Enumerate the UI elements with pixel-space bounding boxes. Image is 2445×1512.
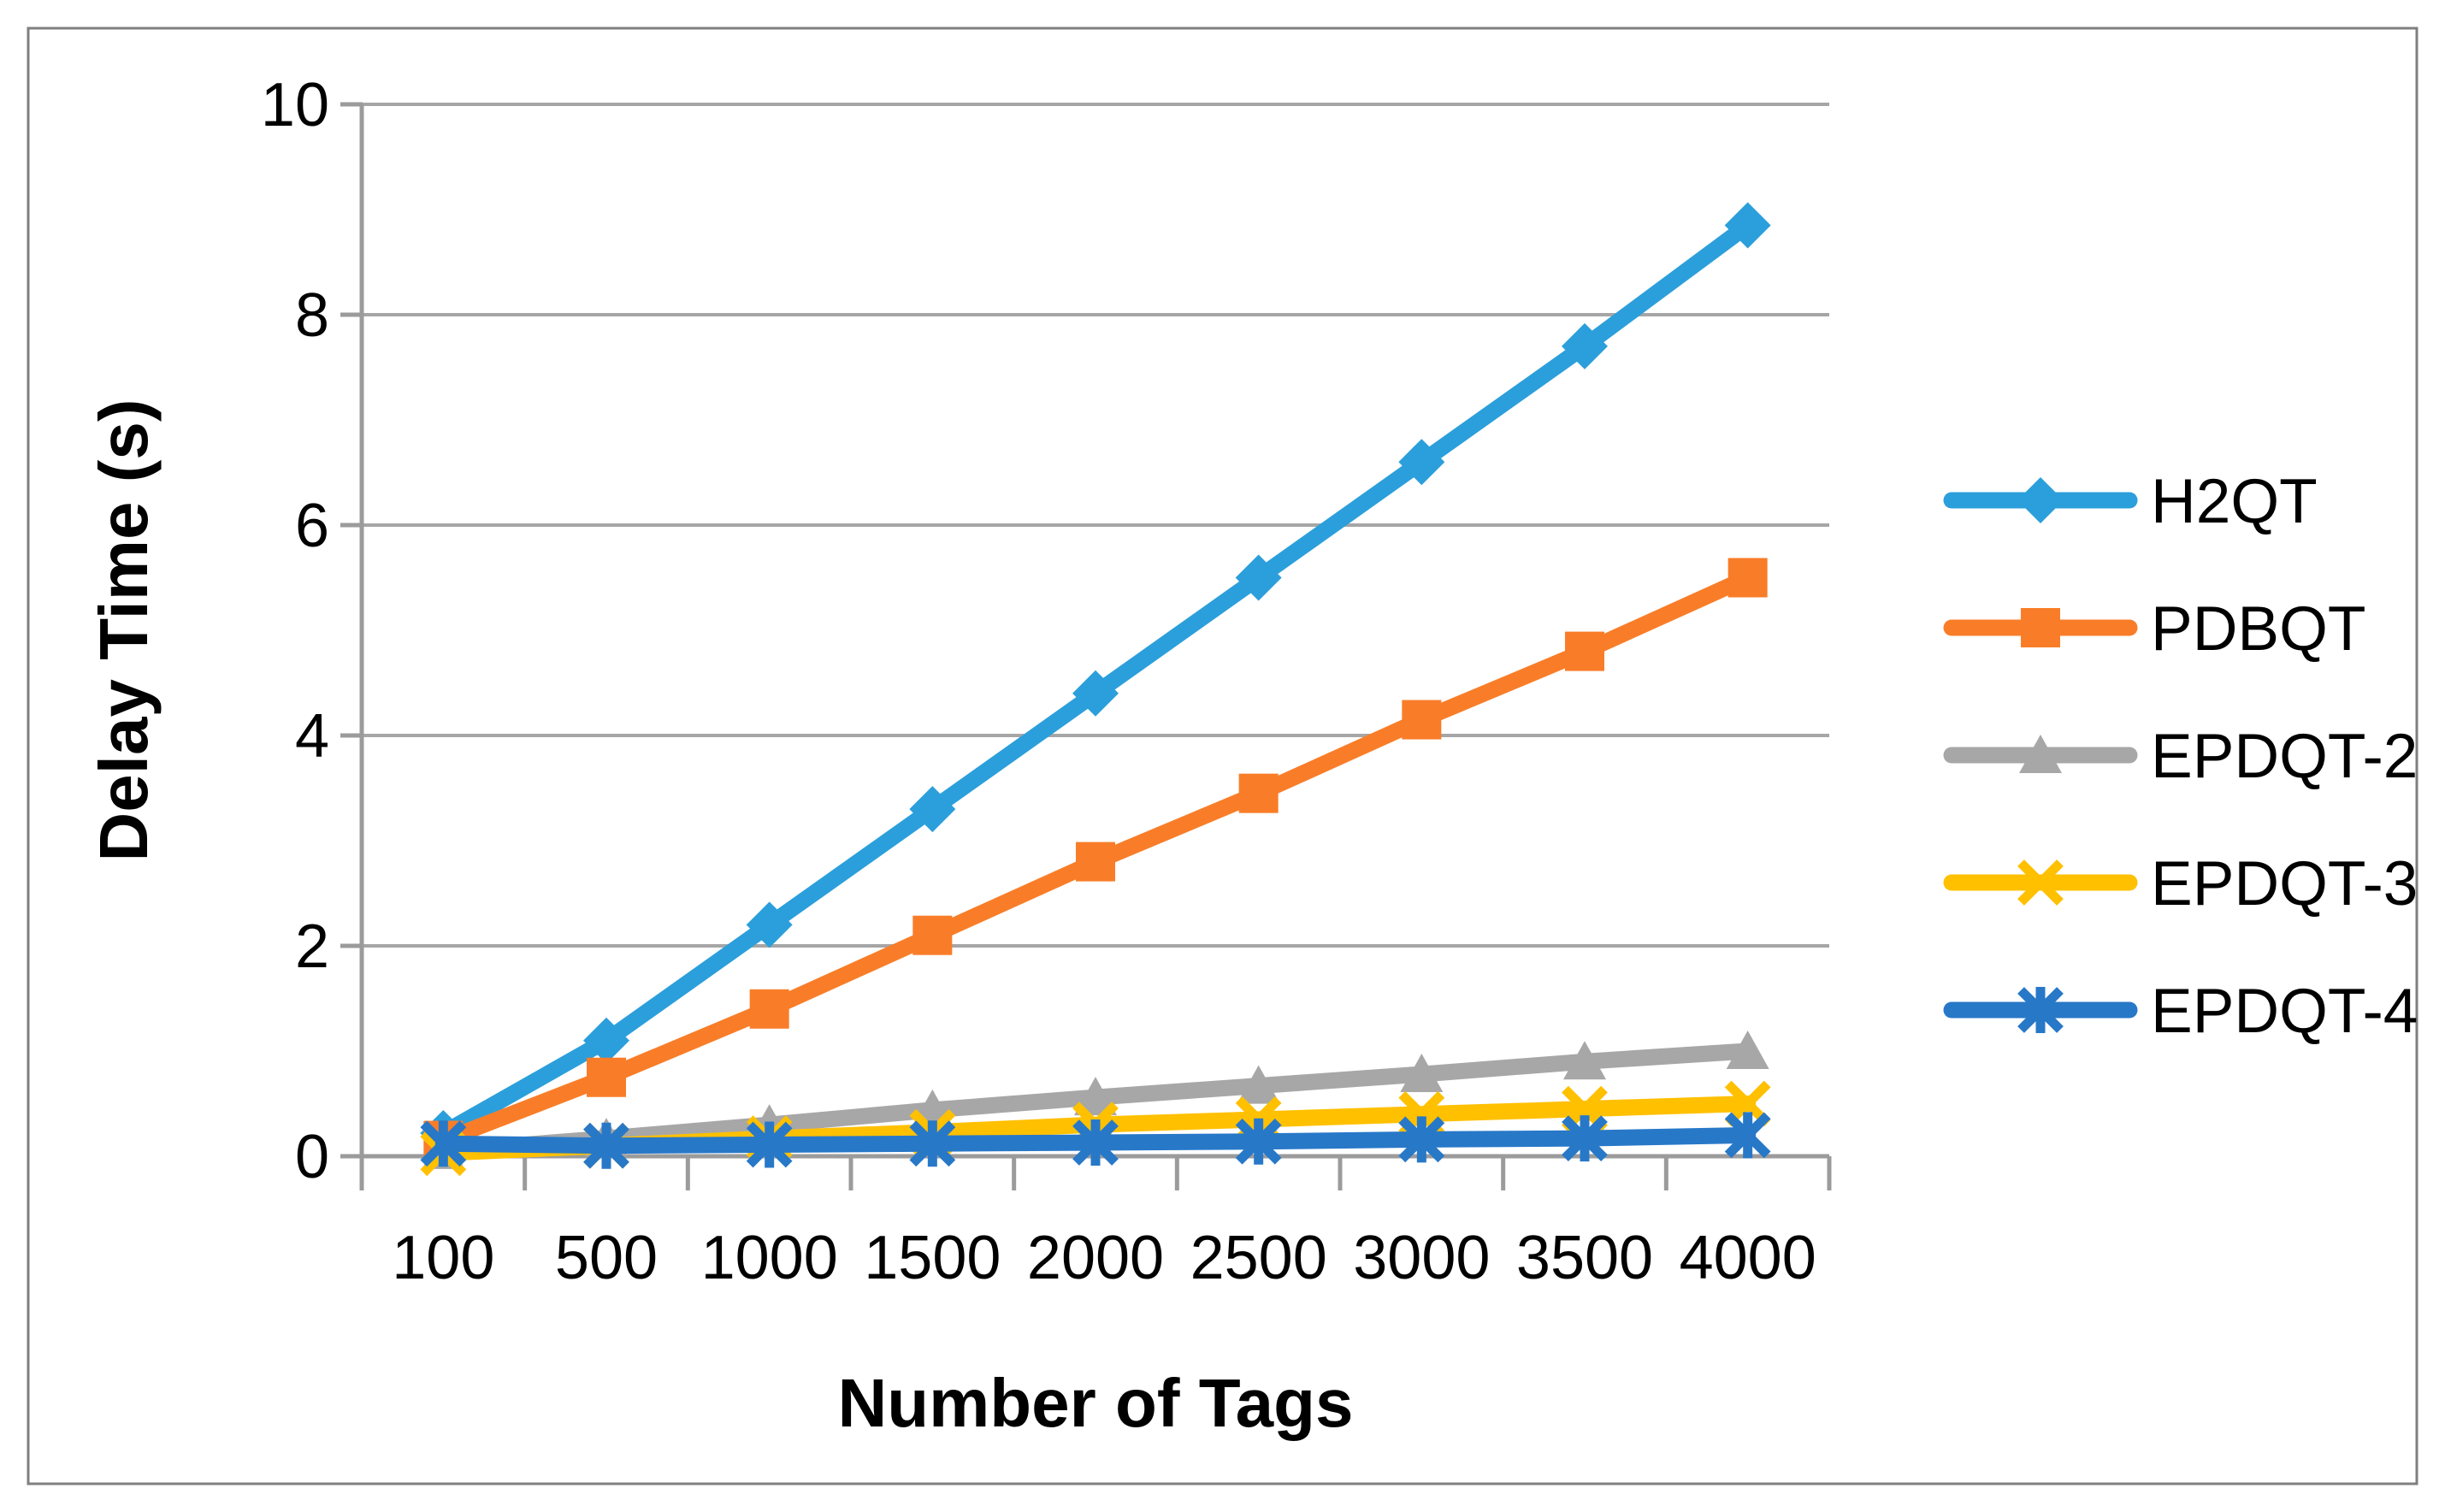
legend-item-epdqt-4: EPDQT-4 (1943, 977, 2418, 1046)
legend-label: EPDQT-3 (2151, 849, 2418, 918)
series-epdqt-4 (420, 1112, 1771, 1169)
diamond-marker (2017, 477, 2064, 523)
x-tick-label: 4000 (1680, 1224, 1816, 1292)
diamond-marker (1724, 202, 1771, 249)
asterisk-marker (2017, 987, 2064, 1033)
square-marker (2021, 608, 2060, 647)
x-tick-label: 2000 (1027, 1224, 1164, 1292)
x-tick-label: 3500 (1516, 1224, 1653, 1292)
triangle-marker (1237, 1065, 1280, 1104)
tick-labels: 0 2 4 6 8 10 100 500 1000 1500 2000 2500 3000 3500 400… (261, 71, 1816, 1292)
legend-item-h2qt: H2QT (1943, 467, 2318, 536)
asterisk-marker (420, 1120, 467, 1167)
y-tick-label: 0 (295, 1123, 329, 1191)
y-tick-label: 10 (261, 71, 329, 139)
triangle-marker (2019, 735, 2062, 773)
diamond-marker (1072, 670, 1119, 717)
y-tick-label: 2 (295, 913, 329, 981)
asterisk-marker (1398, 1116, 1445, 1163)
x-axis-title: Number of Tags (837, 1365, 1353, 1441)
legend-label: EPDQT-2 (2151, 722, 2418, 791)
diamond-marker (1562, 322, 1608, 369)
asterisk-marker (1724, 1112, 1771, 1159)
legend-label: H2QT (2151, 467, 2318, 536)
y-tick-label: 4 (295, 702, 329, 771)
x-tick-label: 3000 (1353, 1224, 1490, 1292)
legend-item-epdqt-2: EPDQT-2 (1943, 722, 2418, 791)
triangle-marker (1726, 1031, 1769, 1069)
asterisk-marker (1072, 1119, 1119, 1166)
x-tick-label: 1500 (864, 1224, 1001, 1292)
asterisk-marker (909, 1120, 956, 1167)
square-marker (912, 915, 953, 955)
y-axis-title: Delay Time (s) (86, 399, 162, 862)
legend-item-pdbqt: PDBQT (1943, 594, 2365, 664)
asterisk-marker (1562, 1115, 1608, 1162)
square-marker (587, 1057, 626, 1097)
triangle-marker (1400, 1054, 1444, 1093)
series-layer (420, 202, 1771, 1177)
square-marker (1076, 842, 1115, 882)
x-tick-label: 500 (555, 1224, 658, 1292)
asterisk-marker (583, 1122, 629, 1169)
square-marker (749, 989, 789, 1029)
x-marker (2017, 859, 2064, 906)
legend-label: EPDQT-4 (2151, 977, 2418, 1046)
diamond-marker (583, 1017, 629, 1064)
diamond-marker (1398, 439, 1445, 486)
triangle-marker (1074, 1077, 1117, 1116)
legend-label: PDBQT (2151, 594, 2365, 664)
triangle-marker (1563, 1041, 1606, 1080)
x-tick-label: 2500 (1190, 1224, 1327, 1292)
asterisk-marker (1235, 1118, 1282, 1165)
legend: H2QT PDBQT EPDQT-2 EPDQT-3 EPDQT-4 (1943, 467, 2418, 1046)
y-tick-label: 8 (295, 281, 329, 350)
square-marker (1402, 700, 1442, 740)
diamond-marker (1235, 554, 1282, 601)
y-tick-label: 6 (295, 492, 329, 560)
square-marker (1727, 558, 1768, 598)
square-marker (1238, 773, 1279, 813)
diamond-marker (909, 786, 956, 833)
asterisk-marker (746, 1121, 793, 1168)
diamond-marker (746, 901, 793, 948)
gridlines (362, 103, 1829, 948)
square-marker (1565, 631, 1604, 671)
legend-item-epdqt-3: EPDQT-3 (1943, 849, 2418, 918)
x-tick-label: 1000 (701, 1224, 838, 1292)
x-tick-label: 100 (392, 1224, 494, 1292)
